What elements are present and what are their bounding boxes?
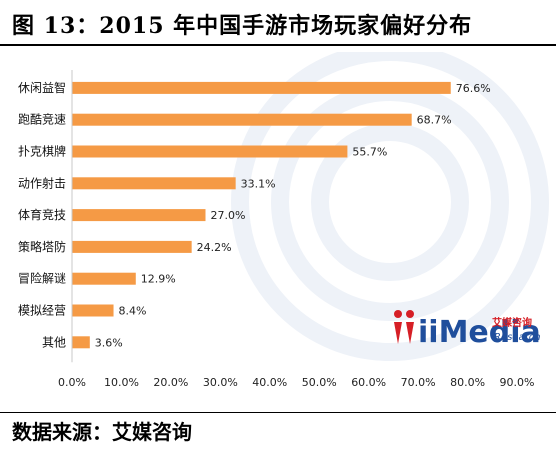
iimedia-logo: iiMedia 艾媒咨询 Research [394, 310, 541, 350]
chart-background [231, 52, 549, 361]
data-label-9: 3.6% [95, 336, 123, 349]
x-tick-label-7: 70.0% [401, 376, 436, 389]
data-label-8: 8.4% [119, 305, 147, 318]
logo-stem-right [406, 322, 414, 344]
logo-mark [394, 310, 414, 344]
bar-1 [72, 81, 451, 94]
category-label-8: 模拟经营 [18, 304, 66, 318]
data-label-2: 68.7% [417, 114, 452, 127]
figure-title: 图 13：2015 年中国手游市场玩家偏好分布 [12, 13, 473, 39]
x-tick-label-6: 60.0% [351, 376, 386, 389]
data-label-4: 33.1% [241, 177, 276, 190]
category-label-2: 跑酷竞速 [18, 113, 66, 127]
bar-8 [72, 304, 114, 317]
data-label-1: 76.6% [456, 82, 491, 95]
title-divider [0, 44, 556, 46]
category-label-3: 扑克棋牌 [18, 145, 66, 159]
x-tick-label-9: 90.0% [500, 376, 535, 389]
x-tick-label-4: 40.0% [252, 376, 287, 389]
category-label-5: 体育竞技 [18, 207, 66, 222]
x-axis: 0.0% 10.0% 20.0% 30.0% 40.0% 50.0% 60.0% 70.0% 8… [58, 70, 534, 389]
data-label-6: 24.2% [197, 241, 232, 254]
background-ring [311, 123, 469, 281]
bar-5 [72, 209, 206, 222]
category-label-7: 冒险解谜 [18, 271, 66, 286]
logo-brand-text: iiMedia [418, 315, 541, 350]
x-tick-label-5: 50.0% [302, 376, 337, 389]
data-label-5: 27.0% [211, 209, 246, 222]
category-label-1: 休闲益智 [18, 80, 66, 95]
logo-dot-left [394, 310, 402, 318]
background-ring [231, 52, 549, 361]
bar-9 [72, 336, 90, 349]
data-labels: 76.6% 68.7% 55.7% 33.1% 27.0% 24.2% 12.9% 8.4% 3… [95, 82, 491, 349]
bars [72, 81, 451, 349]
x-tick-label-2: 20.0% [153, 376, 188, 389]
source-divider [0, 412, 556, 413]
bar-6 [72, 240, 192, 253]
bar-7 [72, 272, 136, 285]
figure-source: 数据来源：艾媒咨询 [12, 418, 192, 446]
category-label-4: 动作射击 [18, 175, 66, 190]
x-tick-label-0: 0.0% [58, 376, 86, 389]
source-label: 数据来源： [12, 420, 112, 444]
source-name: 艾媒咨询 [112, 420, 192, 444]
data-label-7: 12.9% [141, 273, 176, 286]
x-tick-label-3: 30.0% [203, 376, 238, 389]
bar-chart-svg: 76.6% 68.7% 55.7% 33.1% 27.0% 24.2% 12.9% 8.4% 3… [18, 52, 549, 389]
category-label-9: 其他 [42, 335, 66, 349]
bar-2 [72, 113, 412, 126]
category-label-6: 策略塔防 [18, 239, 66, 254]
bar-4 [72, 177, 236, 190]
bar-chart: 76.6% 68.7% 55.7% 33.1% 27.0% 24.2% 12.9% 8.4% 3… [0, 52, 556, 412]
x-tick-label-1: 10.0% [104, 376, 139, 389]
bar-3 [72, 145, 348, 158]
logo-dot-right [406, 310, 414, 318]
logo-brand-sub: Research [494, 332, 541, 343]
logo-brand-cn: 艾媒咨询 [492, 316, 532, 329]
x-tick-label-8: 80.0% [450, 376, 485, 389]
data-label-3: 55.7% [352, 146, 387, 159]
logo-stem-left [394, 322, 402, 344]
